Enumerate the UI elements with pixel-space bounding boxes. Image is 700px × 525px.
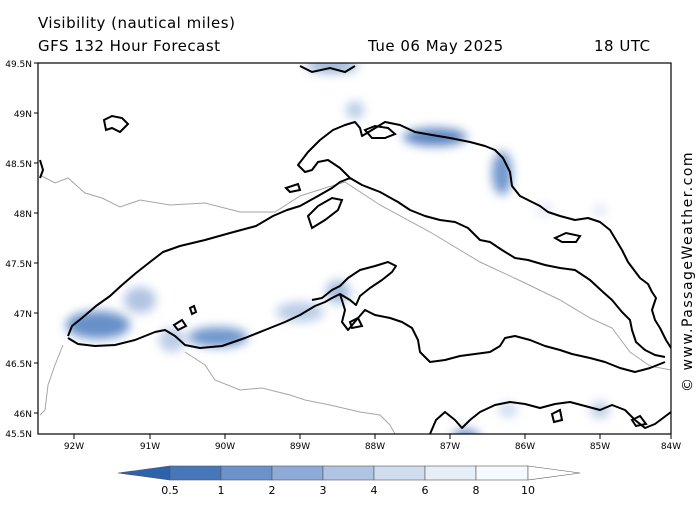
lon-label: 92W	[64, 442, 84, 452]
lon-label: 87W	[440, 442, 460, 452]
lon-label: 86W	[515, 442, 535, 452]
keweenaw-peninsula	[339, 293, 666, 373]
map-frame	[37, 62, 672, 435]
lon-label: 91W	[140, 442, 160, 452]
fog-patch	[453, 429, 479, 434]
legend-swatch	[220, 465, 273, 481]
island	[348, 316, 364, 330]
lon-label: 90W	[215, 442, 235, 452]
legend-swatch	[169, 465, 222, 481]
legend-label: 0.5	[161, 484, 179, 497]
island	[363, 124, 397, 139]
fog-patch	[499, 402, 517, 418]
fog-patch	[159, 328, 185, 352]
legend-label: 4	[371, 484, 378, 497]
north-shore	[297, 121, 671, 349]
south-shore	[67, 261, 397, 349]
legend-swatch	[271, 465, 324, 481]
legend-high-arrow	[527, 465, 581, 481]
legend-low-arrow	[117, 465, 171, 481]
island	[188, 304, 198, 316]
island	[630, 414, 648, 428]
lat-label: 47.5N	[5, 260, 32, 270]
lon-label: 88W	[365, 442, 385, 452]
island	[299, 65, 356, 74]
border-line	[39, 174, 671, 371]
isle-royale	[306, 196, 344, 230]
fog-patch	[492, 151, 512, 195]
legend-swatch	[373, 465, 426, 481]
legend-label: 10	[521, 484, 535, 497]
mainland-north-coast	[39, 159, 44, 179]
legend-label: 8	[473, 484, 480, 497]
lon-label: 85W	[590, 442, 610, 452]
island	[552, 231, 582, 243]
lake-superior-shoreline	[67, 177, 666, 358]
michigan-coast	[429, 401, 671, 434]
legend-label: 1	[218, 484, 225, 497]
lat-label: 45.5N	[5, 430, 32, 440]
legend-swatch	[475, 465, 529, 481]
island	[102, 114, 130, 134]
legend-swatch	[322, 465, 375, 481]
legend-swatch	[424, 465, 477, 481]
state-boundary	[184, 351, 396, 434]
island	[284, 182, 302, 194]
state-boundary	[39, 344, 64, 416]
visibility-patches	[66, 63, 610, 434]
lat-label: 49.5N	[5, 60, 32, 70]
island	[172, 318, 188, 332]
chart-title: Visibility (nautical miles)	[38, 14, 236, 32]
latitude-axis: 49.5N 49N 48.5N 48N 47.5N 47N 46.5N 46N …	[5, 60, 38, 440]
forecast-date: Tue 06 May 2025	[368, 37, 504, 55]
lat-label: 48N	[14, 210, 32, 220]
lat-label: 46N	[14, 410, 32, 420]
lon-label: 84W	[661, 442, 681, 452]
fog-patch	[346, 101, 364, 119]
fog-patch	[593, 203, 607, 217]
lat-label: 49N	[14, 110, 32, 120]
island	[550, 408, 564, 424]
model-label: GFS 132 Hour Forecast	[38, 37, 221, 55]
lon-label: 89W	[290, 442, 310, 452]
fog-patch	[66, 311, 130, 339]
fog-patch	[188, 327, 248, 347]
forecast-time: 18 UTC	[594, 37, 651, 55]
longitude-axis: 92W 91W 90W 89W 88W 87W 86W 85W 84W	[64, 434, 681, 452]
fog-patch	[124, 287, 156, 313]
visibility-legend: 0.5 1 2 3 4 6 8 10	[117, 465, 581, 497]
lat-label: 48.5N	[5, 160, 32, 170]
lat-label: 47N	[14, 310, 32, 320]
legend-label: 3	[320, 484, 327, 497]
lat-label: 46.5N	[5, 360, 32, 370]
legend-label: 6	[422, 484, 429, 497]
legend-label: 2	[269, 484, 276, 497]
